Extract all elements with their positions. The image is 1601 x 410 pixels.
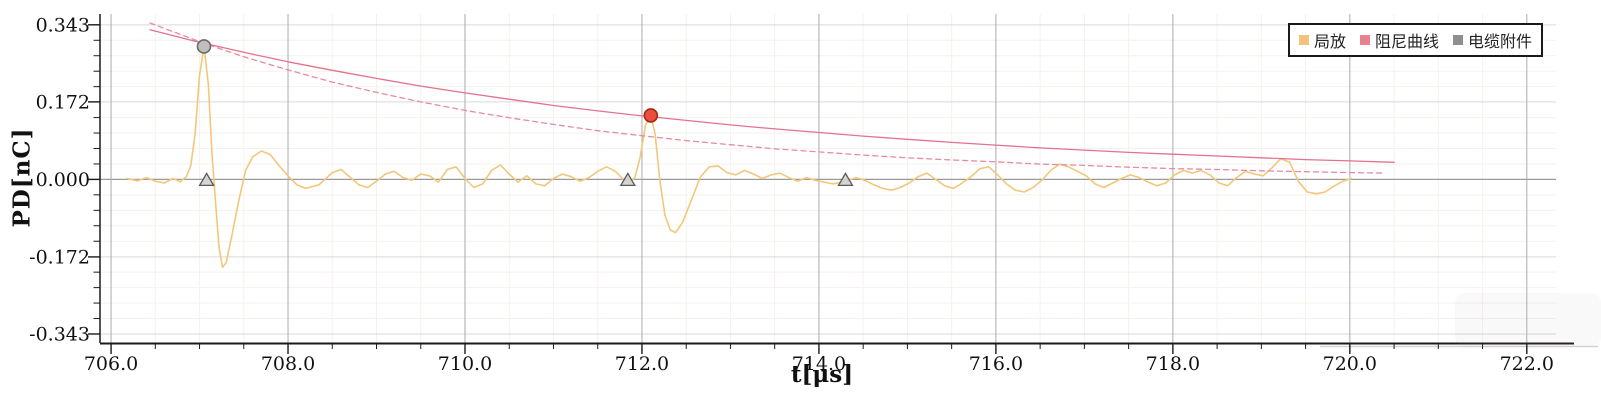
legend-item-1[interactable]: 局放 xyxy=(1299,28,1346,52)
y-tick-label: 0.000 xyxy=(36,169,90,191)
y-tick-label: 0.343 xyxy=(36,14,90,36)
legend-item-3[interactable]: 电缆附件 xyxy=(1453,28,1532,52)
legend-swatch xyxy=(1453,35,1464,45)
cable-accessory-peak-marker[interactable] xyxy=(196,39,212,54)
x-tick-label: 722.0 xyxy=(1500,353,1554,375)
cable-accessory-marker-2[interactable] xyxy=(619,172,636,187)
y-axis-title: PD[nC] xyxy=(8,127,36,228)
pd-event-peak-marker[interactable] xyxy=(643,108,659,123)
x-tick-label: 718.0 xyxy=(1146,353,1200,375)
y-tick-label: -0.172 xyxy=(29,246,90,268)
legend-label: 局放 xyxy=(1314,32,1347,51)
x-tick-label: 716.0 xyxy=(969,353,1023,375)
x-axis-title: t[μs] xyxy=(790,361,854,388)
series-damping-solid xyxy=(149,29,1395,163)
legend-swatch xyxy=(1299,35,1309,45)
x-tick-label: 710.0 xyxy=(438,353,492,375)
x-tick-label: 706.0 xyxy=(84,353,138,375)
cable-accessory-marker-3[interactable] xyxy=(837,172,854,187)
x-tick-label: 714.0 xyxy=(792,353,846,375)
series-damping-dashed xyxy=(149,22,1386,174)
legend-item-2[interactable]: 阻尼曲线 xyxy=(1360,28,1439,52)
x-tick-label: 712.0 xyxy=(615,353,669,375)
legend-swatch xyxy=(1360,35,1371,45)
series-pd-signal xyxy=(126,45,1353,269)
legend-label: 电缆附件 xyxy=(1468,32,1533,51)
legend-label: 阻尼曲线 xyxy=(1375,32,1440,51)
watermark-smudge xyxy=(1455,293,1601,347)
x-tick-label: 720.0 xyxy=(1323,353,1377,375)
y-tick-label: 0.172 xyxy=(36,91,90,113)
cable-accessory-marker-1[interactable] xyxy=(198,172,215,187)
y-tick-label: -0.343 xyxy=(29,323,90,345)
legend: 局放 阻尼曲线 电缆附件 xyxy=(1288,23,1544,57)
x-tick-label: 708.0 xyxy=(261,353,315,375)
